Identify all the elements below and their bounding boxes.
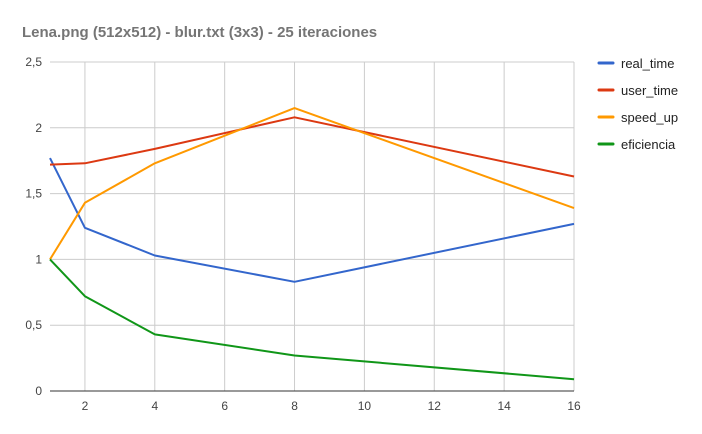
y-tick-label: 2 bbox=[35, 121, 42, 135]
x-tick-label: 16 bbox=[567, 399, 581, 413]
x-tick-label: 10 bbox=[358, 399, 372, 413]
series-lines bbox=[49, 107, 575, 381]
y-tick-label: 2,5 bbox=[25, 55, 42, 69]
legend-label: speed_up bbox=[621, 110, 678, 125]
x-tick-label: 8 bbox=[291, 399, 298, 413]
x-tick-label: 6 bbox=[221, 399, 228, 413]
legend: real_time user_time speed_up eficiencia bbox=[597, 56, 678, 152]
chart-title: Lena.png (512x512) - blur.txt (3x3) - 25… bbox=[22, 24, 377, 41]
y-tick-label: 1,5 bbox=[25, 187, 42, 201]
x-tick-label: 14 bbox=[497, 399, 511, 413]
series-line-eficiencia bbox=[49, 258, 575, 381]
x-tick-label: 12 bbox=[428, 399, 442, 413]
series-line-speed-up bbox=[49, 107, 575, 260]
x-tick-label: 4 bbox=[151, 399, 158, 413]
legend-label: user_time bbox=[621, 83, 678, 98]
grid bbox=[50, 61, 575, 391]
series-line-real-time bbox=[49, 157, 575, 283]
legend-label: real_time bbox=[621, 56, 674, 71]
y-tick-label: 1 bbox=[35, 252, 42, 266]
y-tick-label: 0,5 bbox=[25, 318, 42, 332]
axes: 0 0,5 1 1,5 2 2,5 2 4 6 8 10 12 14 16 bbox=[25, 55, 581, 413]
y-tick-label: 0 bbox=[35, 384, 42, 398]
legend-label: eficiencia bbox=[621, 137, 676, 152]
x-tick-label: 2 bbox=[82, 399, 89, 413]
series-line-user-time bbox=[49, 116, 575, 178]
